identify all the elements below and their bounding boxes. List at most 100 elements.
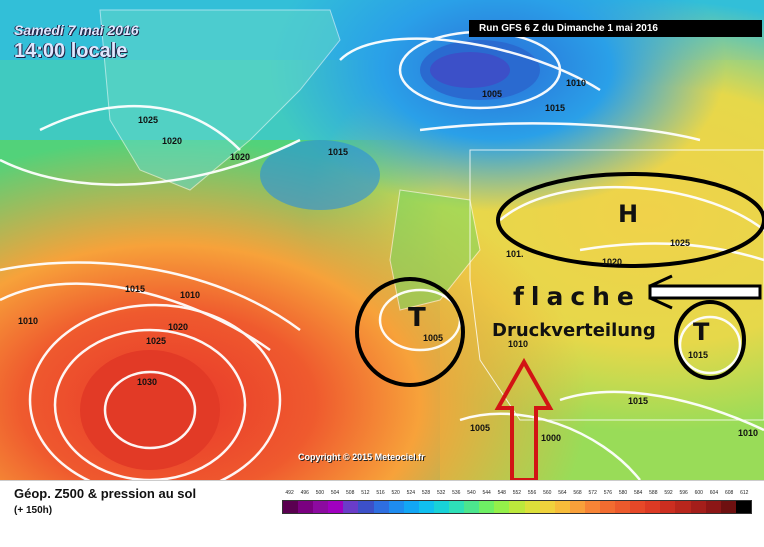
copyright-notice: Copyright © 2015 Meteociel.fr [298, 452, 425, 462]
scale-color-swatch [705, 501, 721, 513]
scale-tick-label: 504 [330, 490, 340, 496]
isobar-label: 1025 [670, 238, 691, 248]
scale-color-swatch [720, 501, 736, 513]
isobar-label: 1015 [328, 147, 349, 157]
scale-color-swatch [599, 501, 616, 513]
scale-tick-label: 552 [512, 490, 522, 496]
scale-tick-label: 540 [467, 490, 476, 496]
scale-color-swatch [584, 501, 600, 513]
scale-tick-label: 492 [285, 490, 294, 496]
scale-color-swatch [735, 501, 751, 513]
scale-color-swatch [524, 501, 540, 513]
scale-color-swatch [509, 501, 525, 513]
isobar-label: 1005 [470, 423, 491, 433]
south-arrow [494, 357, 554, 480]
east-arrow [648, 274, 762, 310]
scale-color-swatch [433, 501, 450, 513]
scale-tick-label: 560 [543, 490, 552, 496]
scale-tick-label: 544 [482, 490, 491, 496]
scale-color-swatch [403, 501, 419, 513]
scale-tick-label: 536 [452, 490, 461, 496]
annotation-druckverteilung: Druckverteilung [492, 320, 656, 341]
isobar-label: 1010 [18, 316, 39, 326]
scale-tick-label: 588 [649, 490, 658, 496]
scale-tick-label: 520 [391, 490, 400, 496]
scale-tick-label: 548 [497, 490, 506, 496]
isobar-label: 1010 [738, 428, 759, 438]
isobar-label: 1010 [180, 290, 201, 300]
isobar-label: 1025 [138, 115, 159, 125]
low-east-label: T [693, 318, 710, 346]
scale-tick-label: 512 [361, 490, 370, 496]
scale-color-swatch [660, 501, 676, 513]
annotation-shapes [355, 172, 764, 480]
high-pressure-label: H [618, 200, 639, 228]
scale-color-swatch [283, 501, 299, 513]
scale-tick-label: 608 [724, 490, 734, 496]
isobar-label: 1015 [125, 284, 146, 294]
scale-tick-label: 592 [664, 490, 673, 496]
forecast-map [0, 0, 764, 480]
scale-tick-label: 528 [421, 490, 431, 496]
scale-color-swatch [554, 501, 570, 513]
scale-color-swatch [298, 501, 314, 513]
scale-color-swatch [645, 501, 661, 513]
scale-tick-label: 556 [527, 490, 537, 496]
scale-color-swatch [479, 501, 495, 513]
forecast-time: 14:00 locale [14, 40, 128, 62]
scale-tick-label: 576 [603, 490, 613, 496]
scale-tick-label: 568 [573, 490, 582, 496]
scale-tick-label: 580 [618, 490, 628, 496]
isobar-label: 1020 [162, 136, 183, 146]
legend-title: Géop. Z500 & pression au sol [14, 486, 197, 501]
isobar-label: 1030 [137, 377, 158, 387]
isobar-label: 1015 [628, 396, 649, 406]
scale-color-swatch [343, 501, 359, 513]
scale-tick-label: 508 [346, 490, 355, 496]
scale-color-swatch [675, 501, 691, 513]
scale-tick-label: 572 [588, 490, 597, 496]
scale-color-swatch [449, 501, 465, 513]
scale-color-swatch [313, 501, 329, 513]
scale-color-swatch [630, 501, 646, 513]
isobar-label: 1010 [508, 339, 529, 349]
low-west-label: T [408, 303, 426, 333]
scale-tick-label: 612 [740, 490, 749, 496]
scale-color-swatch [464, 501, 480, 513]
scale-tick-label: 500 [315, 490, 325, 496]
legend-forecast-hours: (+ 150h) [14, 505, 53, 516]
forecast-date: Samedi 7 mai 2016 [14, 22, 139, 38]
isobar-label: 101. [506, 249, 524, 259]
scale-tick-label: 596 [679, 490, 688, 496]
color-scale-ticks: 492 496 500 504 508 512 516 520 524 528 532 536 540 5… [282, 490, 752, 500]
isobar-label: 1000 [541, 433, 562, 443]
run-banner: Run GFS 6 Z du Dimanche 1 mai 2016 [469, 20, 762, 37]
scale-color-swatch [494, 501, 510, 513]
scale-color-swatch [373, 501, 389, 513]
isobar-label: 1025 [146, 336, 167, 346]
scale-tick-label: 600 [694, 490, 703, 496]
isobar-label: 1015 [688, 350, 709, 360]
scale-tick-label: 496 [300, 490, 309, 496]
annotation-flache: flache [513, 282, 641, 311]
scale-color-swatch [615, 501, 631, 513]
scale-tick-label: 516 [376, 490, 385, 496]
isobars [0, 30, 764, 480]
isobar-label: 1005 [423, 333, 444, 343]
scale-color-swatch [358, 501, 374, 513]
scale-tick-label: 584 [634, 490, 643, 496]
isobar-label: 1010 [566, 78, 587, 88]
scale-tick-label: 604 [709, 490, 719, 496]
scale-tick-label: 564 [558, 490, 567, 496]
scale-color-swatch [690, 501, 706, 513]
color-scale-bar [282, 500, 752, 514]
scale-color-swatch [539, 501, 555, 513]
scale-tick-label: 524 [406, 490, 415, 496]
scale-color-swatch [418, 501, 434, 513]
scale-tick-label: 532 [436, 490, 446, 496]
isobar-label: 1020 [168, 322, 189, 332]
scale-color-swatch [388, 501, 404, 513]
scale-color-swatch [328, 501, 344, 513]
isobar-label: 1015 [545, 103, 566, 113]
